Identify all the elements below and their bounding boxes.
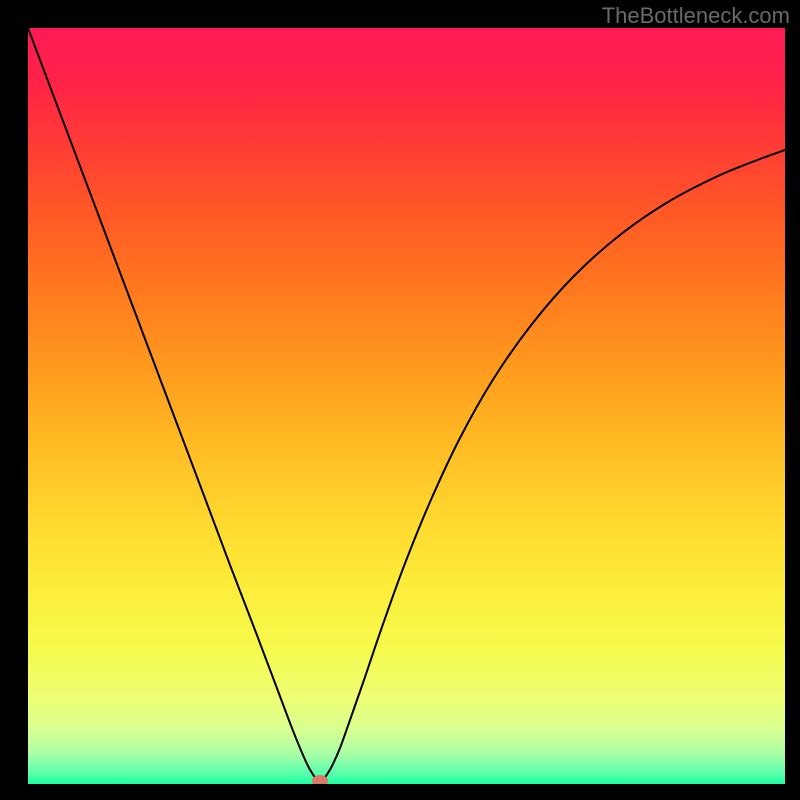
plot-area — [28, 28, 785, 787]
chart-container: TheBottleneck.com — [0, 0, 800, 800]
gradient-background — [28, 28, 785, 784]
watermark-text: TheBottleneck.com — [602, 3, 790, 29]
bottleneck-chart — [0, 0, 800, 800]
